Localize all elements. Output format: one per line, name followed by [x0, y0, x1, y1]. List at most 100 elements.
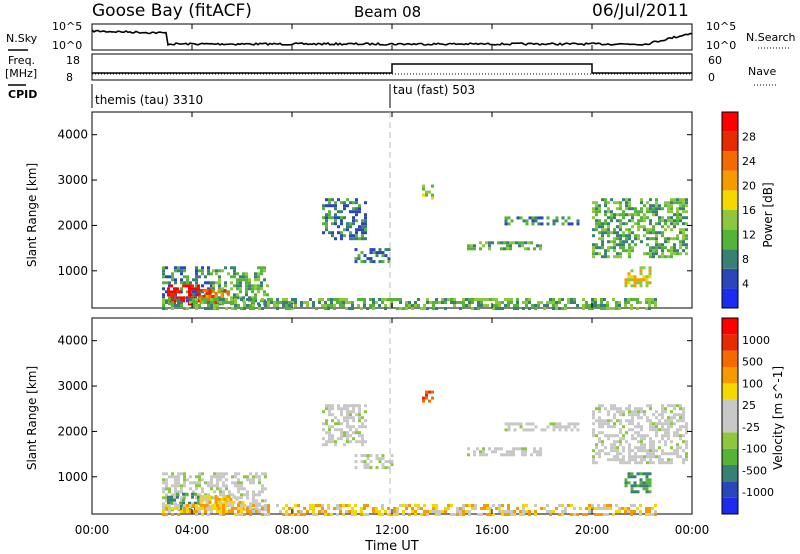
echo-cell — [236, 296, 239, 300]
echo-cell — [168, 281, 171, 285]
echo-cell — [170, 296, 173, 300]
echo-cell — [616, 255, 619, 259]
echo-cell — [465, 510, 468, 513]
echo-cell — [414, 304, 417, 307]
echo-cell — [453, 513, 456, 516]
echo-cell — [222, 510, 225, 513]
echo-cell — [619, 458, 622, 462]
echo-cell — [655, 246, 658, 250]
echo-cell — [366, 466, 370, 470]
echo-cell — [361, 425, 364, 429]
echo-cell — [613, 213, 616, 217]
echo-cell — [221, 269, 224, 273]
echo-cell — [609, 307, 612, 310]
echo-cell — [667, 210, 670, 214]
echo-cell — [188, 296, 191, 300]
echo-cell — [604, 213, 607, 217]
echo-cell — [357, 254, 361, 258]
echo-cell — [670, 416, 673, 420]
echo-cell — [361, 225, 364, 229]
echo-cell — [664, 428, 667, 432]
echo-cell — [201, 269, 204, 273]
echo-cell — [509, 453, 512, 457]
echo-cell — [177, 490, 180, 494]
echo-cell — [664, 434, 667, 438]
echo-cell — [597, 304, 600, 307]
echo-cell — [624, 278, 628, 282]
echo-cell — [207, 272, 210, 276]
echo-cell — [363, 304, 366, 307]
echo-cell — [495, 307, 498, 310]
echo-cell — [171, 507, 174, 510]
echo-cell — [658, 243, 661, 247]
echo-cell — [521, 447, 524, 451]
echo-cell — [462, 304, 465, 307]
echo-cell — [637, 225, 640, 229]
echo-cell — [174, 478, 177, 482]
echo-cell — [492, 513, 495, 516]
echo-cell — [378, 248, 382, 252]
echo-cell — [261, 307, 264, 310]
echo-cell — [216, 475, 219, 479]
echo-cell — [604, 198, 607, 202]
echo-cell — [658, 413, 661, 417]
echo-cell — [474, 504, 477, 507]
echo-cell — [497, 447, 500, 451]
echo-cell — [417, 504, 420, 507]
echo-cell — [631, 207, 634, 211]
echo-cell — [242, 272, 245, 276]
echo-cell — [664, 240, 667, 244]
echo-cell — [646, 201, 649, 205]
echo-cell — [324, 513, 327, 516]
echo-cell — [654, 301, 657, 304]
echo-cell — [399, 298, 402, 301]
echo-cell — [162, 304, 165, 307]
echo-cell — [346, 222, 349, 226]
echo-cell — [640, 446, 643, 450]
colorbar-tick-label: 8 — [742, 253, 749, 266]
echo-cell — [194, 492, 197, 496]
echo-cell — [576, 222, 580, 226]
echo-cell — [343, 207, 346, 211]
echo-cell — [346, 419, 349, 423]
echo-cell — [628, 404, 631, 408]
colorbar-swatch — [722, 210, 738, 230]
echo-cell — [325, 404, 328, 408]
echo-cell — [339, 507, 342, 510]
echo-cell — [334, 222, 337, 226]
echo-cell — [189, 487, 192, 491]
echo-cell — [429, 510, 432, 513]
echo-cell — [679, 231, 682, 235]
echo-cell — [194, 296, 197, 300]
echo-cell — [254, 287, 257, 291]
echo-cell — [352, 419, 355, 423]
echo-cell — [245, 293, 248, 297]
echo-cell — [431, 184, 434, 188]
echo-cell — [358, 210, 361, 214]
echo-cell — [312, 504, 315, 507]
echo-cell — [676, 446, 679, 450]
echo-cell — [337, 210, 340, 214]
echo-cell — [628, 410, 631, 414]
echo-cell — [646, 461, 649, 465]
echo-cell — [613, 425, 616, 429]
echo-cell — [361, 440, 364, 444]
echo-cell — [255, 472, 258, 476]
echo-cell — [625, 201, 628, 205]
echo-cell — [655, 201, 658, 205]
echo-cell — [679, 455, 682, 459]
echo-cell — [619, 252, 622, 256]
echo-cell — [625, 234, 628, 238]
echo-cell — [180, 278, 183, 282]
echo-cell — [369, 304, 372, 307]
echo-cell — [676, 210, 679, 214]
echo-cell — [267, 507, 270, 510]
echo-cell — [349, 425, 352, 429]
echo-cell — [612, 307, 615, 310]
echo-cell — [363, 298, 366, 301]
echo-cell — [625, 198, 628, 202]
echo-cell — [361, 219, 364, 223]
echo-cell — [468, 301, 471, 304]
echo-cell — [162, 478, 165, 482]
echo-cell — [673, 252, 676, 256]
